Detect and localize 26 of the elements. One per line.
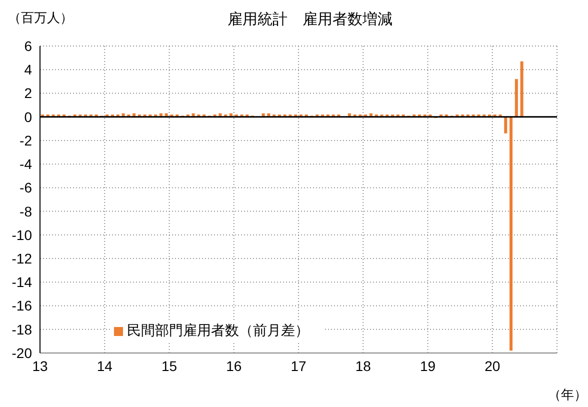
y-tick-label: -2 xyxy=(20,132,32,148)
x-tick-label: 13 xyxy=(32,358,48,374)
y-tick-label: 4 xyxy=(24,62,32,78)
y-tick-label: -20 xyxy=(12,344,32,361)
x-tick-label: 17 xyxy=(290,358,306,374)
y-tick-label: 6 xyxy=(24,38,32,54)
y-tick-label: -18 xyxy=(12,321,32,338)
x-tick-label: 15 xyxy=(161,358,178,374)
x-tick-label: 14 xyxy=(96,358,113,374)
x-tick-label: 18 xyxy=(355,358,372,374)
x-axis-title: （年） xyxy=(548,386,587,404)
y-tick-label: -8 xyxy=(20,203,32,220)
y-tick-label: -6 xyxy=(20,180,32,196)
y-tick-label: 2 xyxy=(24,85,32,102)
y-tick-label: -12 xyxy=(12,250,32,267)
y-axis-title: （百万人） xyxy=(8,9,73,27)
y-tick-label: -4 xyxy=(20,156,32,172)
y-tick-label: -10 xyxy=(12,226,32,243)
x-tick-label: 19 xyxy=(420,358,436,374)
x-tick-label: 16 xyxy=(226,358,242,374)
y-tick-label: 0 xyxy=(24,108,32,125)
chart-title: 雇用統計 雇用者数増減 xyxy=(228,11,392,28)
legend-label: 民間部門雇用者数（前月差） xyxy=(127,322,309,338)
x-tick-label: 20 xyxy=(484,358,500,374)
y-tick-label: -14 xyxy=(12,274,32,290)
y-tick-label: -16 xyxy=(12,298,32,314)
